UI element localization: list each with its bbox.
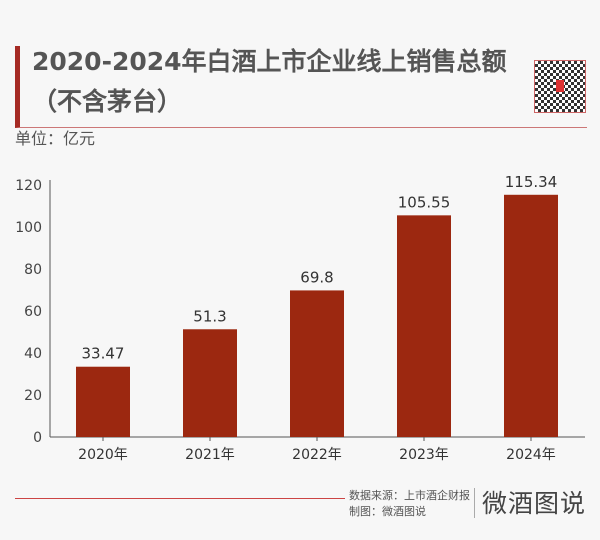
y-tick-label: 60 bbox=[24, 304, 42, 320]
data-label: 33.47 bbox=[82, 345, 125, 363]
title-box: 2020-2024年白酒上市企业线上销售总额 （不含茅台） bbox=[15, 46, 587, 128]
data-label: 105.55 bbox=[398, 193, 451, 211]
bar-chart: 0 20 40 60 80 100 120 33.47 2020年 51.3 2021年 69.8 20… bbox=[15, 173, 585, 463]
bar bbox=[290, 290, 344, 437]
y-tick-label: 20 bbox=[24, 388, 42, 404]
source-text: 数据来源：上市酒企财报 bbox=[349, 489, 470, 502]
y-tick-label: 40 bbox=[24, 346, 42, 362]
title-line-1: 2020-2024年白酒上市企业线上销售总额 bbox=[32, 47, 507, 76]
x-tick-label: 2023年 bbox=[399, 447, 449, 463]
y-tick-label: 120 bbox=[15, 178, 42, 194]
footer-text: 数据来源：上市酒企财报 制图：微酒图说 bbox=[349, 488, 470, 520]
data-label: 115.34 bbox=[505, 173, 558, 191]
unit-label: 单位：亿元 bbox=[15, 129, 96, 148]
x-tick-label: 2021年 bbox=[185, 447, 235, 463]
y-tick-label: 0 bbox=[33, 430, 42, 446]
footer-divider bbox=[15, 498, 345, 499]
x-tick-label: 2020年 bbox=[78, 447, 128, 463]
made-by-text: 制图：微酒图说 bbox=[349, 505, 426, 518]
qr-code-icon bbox=[534, 60, 586, 113]
title-line-2: （不含茅台） bbox=[32, 87, 183, 116]
data-label: 51.3 bbox=[193, 307, 226, 325]
x-tick-label: 2024年 bbox=[506, 447, 556, 463]
footer-separator bbox=[474, 488, 475, 518]
bar bbox=[183, 329, 237, 437]
chart-title: 2020-2024年白酒上市企业线上销售总额 （不含茅台） bbox=[32, 42, 507, 122]
brand-logo: 微酒图说 bbox=[482, 489, 587, 518]
bar bbox=[397, 215, 451, 437]
data-label: 69.8 bbox=[300, 268, 333, 286]
x-tick-label: 2022年 bbox=[292, 447, 342, 463]
bar bbox=[504, 194, 558, 437]
bar bbox=[76, 366, 130, 437]
y-tick-label: 100 bbox=[15, 220, 42, 236]
y-tick-label: 80 bbox=[24, 262, 42, 278]
